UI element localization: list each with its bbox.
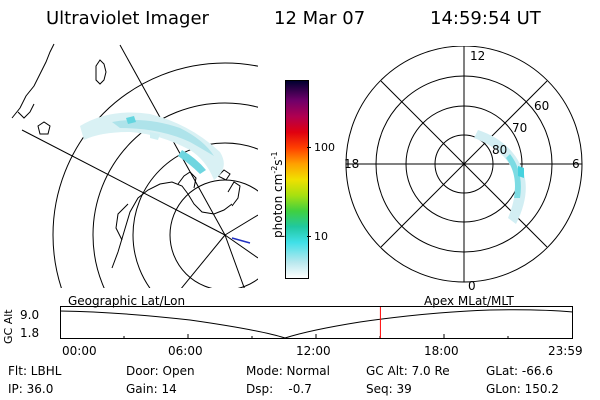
glat-status: GLat: -66.6 [486, 364, 553, 378]
gain-status: Gain: 14 [126, 382, 177, 396]
mlt-label-6: 6 [572, 157, 580, 171]
colorbar-label-10: 10 [314, 230, 328, 243]
colorbar-tick-100 [307, 147, 311, 148]
timeline-frame [60, 306, 573, 339]
timeline-ymin: 1.8 [20, 326, 40, 340]
timeline-label-apex: Apex MLat/MLT [424, 294, 514, 308]
spacecraft-track [231, 237, 251, 244]
timeline-label-geographic: Geographic Lat/Lon [68, 294, 186, 308]
colorbar-unit-label: photon cm-2s-1 [270, 151, 285, 238]
timeline-tick-1800: 18:00 [424, 344, 459, 358]
coastlines [11, 43, 241, 269]
timeline-ymax: 9.0 [20, 308, 40, 322]
geographic-map [11, 43, 258, 288]
mlat-label-60: 60 [534, 99, 549, 113]
timeline-tick-2359: 23:59 [548, 344, 583, 358]
timeline-tick-1200: 12:00 [296, 344, 331, 358]
mode-status: Mode: Normal [246, 364, 330, 378]
polar-plot: 12 18 6 0 60 70 80 [344, 46, 583, 293]
timeline-tick-0000: 00:00 [62, 344, 97, 358]
glon-status: GLon: 150.2 [486, 382, 559, 396]
dsp-status: Dsp: -0.7 [246, 382, 312, 396]
timeline-tick-0600: 06:00 [168, 344, 203, 358]
gc-alt-status: GC Alt: 7.0 Re [366, 364, 450, 378]
colorbar-tick-10 [307, 236, 311, 237]
meridian-diag-2 [380, 80, 548, 248]
seq-status: Seq: 39 [366, 382, 412, 396]
ip-status: IP: 36.0 [8, 382, 54, 396]
filter-status: Flt: LBHL [8, 364, 62, 378]
colorbar-label-100: 100 [314, 141, 335, 154]
mlat-label-80: 80 [492, 143, 507, 157]
colorbar [285, 80, 309, 279]
date-label: 12 Mar 07 [274, 8, 366, 29]
altitude-curve [60, 309, 574, 339]
mlt-label-18: 18 [344, 157, 359, 171]
aurora-oval [474, 130, 526, 224]
door-status: Door: Open [126, 364, 195, 378]
aurora-emission [80, 112, 224, 180]
timeline-axis-label: GC Alt [2, 309, 15, 344]
time-label: 14:59:54 UT [430, 8, 541, 29]
instrument-title: Ultraviolet Imager [46, 8, 209, 29]
mlt-label-12: 12 [470, 49, 485, 63]
mlt-label-0: 0 [468, 279, 476, 293]
mlat-label-70: 70 [512, 121, 527, 135]
timeline-plot [60, 306, 574, 339]
latitude-circles [52, 62, 258, 288]
